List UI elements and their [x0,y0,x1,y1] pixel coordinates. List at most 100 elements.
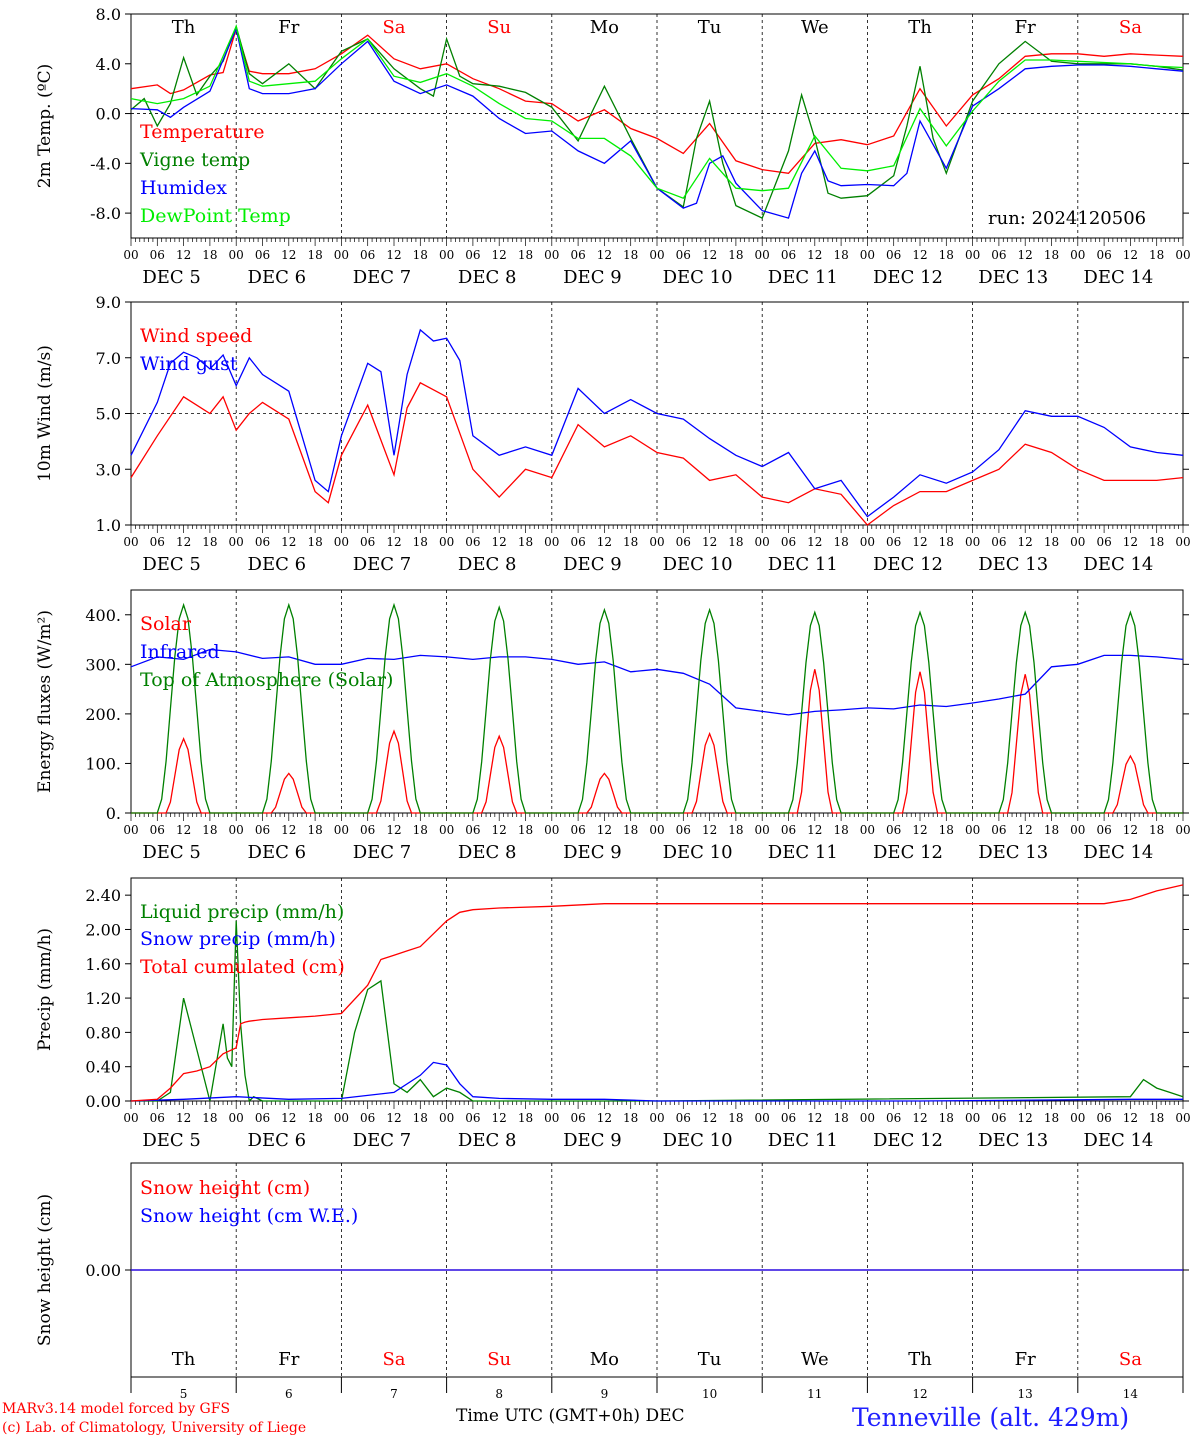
x-hour-label: 12 [386,1111,401,1125]
x-hour-label: 00 [334,535,349,549]
y-tick-label: 7.0 [96,349,121,368]
x-hour-label: 06 [465,535,480,549]
x-date-label: DEC 8 [458,554,517,575]
y-axis-label: Precip (mm/h) [35,928,55,1051]
legend-entry: Infrared [140,641,220,663]
x-hour-label: 00 [965,1111,980,1125]
x-hour-label: 18 [833,1111,848,1125]
x-hour-label: 06 [676,823,691,837]
weekday-label-bottom: Th [908,1349,932,1370]
x-hour-label: 00 [1175,535,1190,549]
x-hour-label: 18 [623,535,638,549]
x-hour-label: 06 [360,248,375,262]
station-name: Tenneville (alt. 429m) [852,1403,1130,1432]
x-hour-label: 06 [150,823,165,837]
x-hour-label: 12 [807,535,822,549]
x-hour-label: 06 [255,1111,270,1125]
model-credit: MARv3.14 model forced by GFS [2,1401,231,1417]
day-number-label: 10 [702,1387,717,1401]
y-tick-label: 4.0 [96,55,121,74]
y-axis-label: Snow height (cm) [35,1194,55,1346]
x-hour-label: 12 [1123,248,1138,262]
x-date-label: DEC 11 [768,554,838,575]
x-hour-label: 06 [150,535,165,549]
x-hour-label: 06 [360,535,375,549]
x-hour-label: 12 [492,823,507,837]
x-date-label: DEC 14 [1083,267,1153,288]
x-hour-label: 12 [386,823,401,837]
y-tick-label: -8.0 [90,204,121,223]
x-hour-label: 00 [1070,823,1085,837]
x-date-label: DEC 9 [563,1130,622,1151]
series-line-wind-speed [130,381,1184,526]
x-hour-label: 06 [1096,535,1111,549]
x-hour-label: 18 [939,1111,954,1125]
x-hour-label: 18 [413,823,428,837]
x-hour-label: 00 [649,1111,664,1125]
x-hour-label: 18 [623,823,638,837]
x-date-label: DEC 6 [248,267,307,288]
y-tick-label: 300. [85,655,121,674]
x-hour-label: 12 [807,823,822,837]
x-hour-label: 12 [281,1111,296,1125]
x-hour-label: 00 [439,823,454,837]
day-number-label: 13 [1018,1387,1033,1401]
day-number-label: 14 [1123,1387,1139,1401]
x-hour-label: 18 [202,248,217,262]
y-tick-label: 3.0 [96,460,121,479]
x-hour-label: 00 [965,823,980,837]
x-hour-label: 00 [860,248,875,262]
legend-entry: Vigne temp [139,149,250,171]
day-number-label: 5 [180,1387,188,1401]
x-hour-label: 06 [781,535,796,549]
lab-credit: (c) Lab. of Climatology, University of L… [2,1420,307,1436]
x-hour-label: 06 [465,1111,480,1125]
legend-entry: Wind gust [140,353,238,375]
legend-entry: Temperature [140,121,264,143]
run-label: run: 2024120506 [988,208,1147,229]
x-hour-label: 18 [1044,535,1059,549]
weekday-label-top: Su [487,17,511,38]
day-number-label: 11 [807,1387,822,1401]
series-line-dewpoint-temp [130,24,1184,199]
x-hour-label: 00 [755,248,770,262]
x-hour-label: 18 [307,248,322,262]
x-hour-label: 00 [439,248,454,262]
x-hour-label: 00 [649,248,664,262]
x-axis-title-month: DEC [645,1406,685,1426]
x-date-label: DEC 12 [873,842,943,863]
x-hour-label: 00 [229,535,244,549]
x-date-label: DEC 10 [663,267,733,288]
x-hour-label: 00 [439,1111,454,1125]
x-hour-label: 00 [544,535,559,549]
x-hour-label: 00 [544,248,559,262]
x-hour-label: 18 [1149,823,1164,837]
x-hour-label: 18 [518,823,533,837]
x-hour-label: 06 [1096,823,1111,837]
x-hour-label: 00 [1175,823,1190,837]
x-hour-label: 12 [912,535,927,549]
x-hour-label: 00 [334,248,349,262]
weekday-label-bottom: Th [172,1349,196,1370]
x-hour-label: 00 [860,1111,875,1125]
x-hour-label: 06 [991,823,1006,837]
x-hour-label: 06 [991,535,1006,549]
x-hour-label: 18 [1149,535,1164,549]
x-hour-label: 12 [597,535,612,549]
x-hour-label: 00 [1175,248,1190,262]
x-date-label: DEC 5 [142,554,201,575]
x-hour-label: 18 [939,535,954,549]
x-hour-label: 18 [833,535,848,549]
x-date-label: DEC 7 [353,554,412,575]
x-hour-label: 12 [1123,823,1138,837]
x-date-label: DEC 13 [978,842,1048,863]
x-hour-label: 12 [176,1111,191,1125]
x-hour-label: 18 [728,535,743,549]
x-hour-label: 12 [1123,535,1138,549]
weekday-label-top: Sa [382,17,405,38]
x-hour-label: 06 [360,1111,375,1125]
x-date-label: DEC 7 [353,842,412,863]
x-hour-label: 00 [123,535,138,549]
x-hour-label: 18 [1044,823,1059,837]
panel-frame [130,589,1184,814]
